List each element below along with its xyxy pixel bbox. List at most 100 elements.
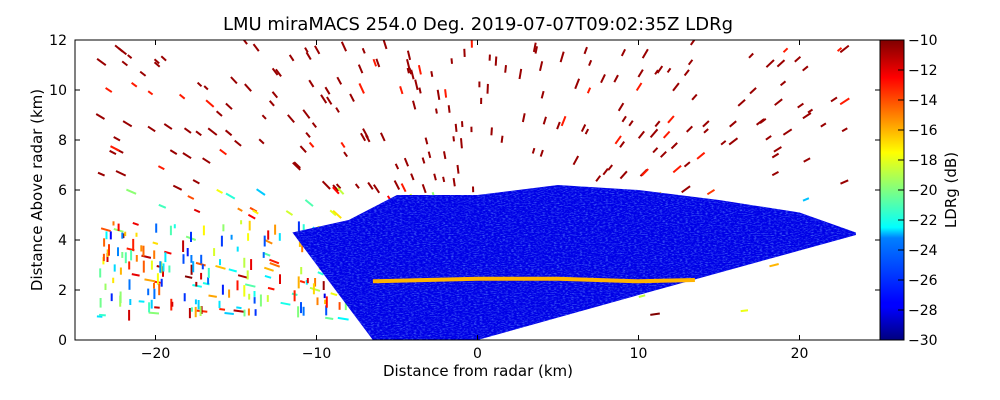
clutter-echo — [534, 46, 538, 54]
clutter-echo — [330, 292, 338, 297]
clutter-echo — [326, 96, 333, 105]
clutter-echo — [689, 40, 696, 46]
clutter-echo — [266, 295, 269, 302]
clutter-echo — [340, 141, 346, 149]
clutter-echo — [157, 165, 165, 171]
clutter-echo — [769, 263, 779, 268]
clutter-echo — [840, 179, 849, 185]
clutter-echo — [246, 270, 249, 280]
clutter-echo — [382, 40, 388, 50]
clutter-echo — [190, 264, 193, 275]
clutter-echo — [667, 115, 675, 124]
clutter-echo — [169, 149, 178, 155]
clutter-echo — [539, 149, 544, 157]
clutter-echo — [99, 298, 102, 308]
clutter-echo — [207, 127, 218, 136]
clutter-echo — [771, 152, 780, 159]
clutter-echo — [228, 289, 231, 298]
clutter-echo — [304, 199, 314, 207]
clutter-echo — [312, 283, 315, 295]
clutter-echo — [403, 157, 410, 167]
clutter-echo — [358, 82, 365, 94]
clutter-echo — [444, 89, 448, 98]
clutter-echo — [187, 195, 195, 200]
clutter-echo — [367, 181, 374, 190]
clutter-echo — [219, 148, 227, 156]
clutter-echo — [418, 87, 422, 94]
clutter-echo — [267, 230, 270, 240]
clutter-echo — [135, 232, 138, 237]
colorbar-label: LDRg (dB) — [942, 152, 960, 228]
clutter-echo — [106, 249, 109, 257]
clutter-echo — [153, 282, 155, 289]
clutter-echo — [173, 224, 176, 229]
clutter-echo — [121, 252, 124, 258]
clutter-echo — [293, 161, 301, 169]
clutter-echo — [357, 64, 364, 74]
clutter-echo — [759, 118, 767, 124]
clutter-echo — [490, 127, 493, 136]
clutter-echo — [314, 278, 317, 287]
clutter-echo — [275, 68, 282, 77]
clutter-echo — [702, 120, 710, 128]
clutter-echo — [559, 51, 565, 63]
clutter-echo — [728, 137, 739, 146]
clutter-echo — [435, 108, 438, 114]
clutter-echo — [414, 79, 419, 91]
clutter-echo — [500, 135, 504, 143]
clutter-echo — [335, 107, 340, 113]
clutter-echo — [654, 120, 661, 128]
y-tick-label: 4 — [58, 233, 67, 249]
clutter-echo — [305, 131, 311, 138]
clutter-echo — [162, 266, 164, 277]
clutter-echo — [159, 261, 162, 273]
clutter-echo — [129, 299, 132, 305]
clutter-echo — [253, 297, 256, 304]
clutter-echo — [332, 210, 342, 219]
clutter-echo — [148, 302, 151, 313]
clutter-echo — [124, 252, 127, 264]
clutter-echo — [447, 105, 451, 113]
clutter-echo — [262, 252, 265, 258]
clutter-echo — [776, 59, 786, 68]
clutter-echo — [126, 188, 137, 195]
clutter-echo — [219, 308, 226, 311]
clutter-echo — [100, 227, 111, 233]
clutter-echo — [706, 188, 716, 196]
clutter-echo — [518, 68, 523, 80]
clutter-echo — [765, 135, 772, 141]
clutter-echo — [228, 268, 237, 273]
clutter-echo — [542, 116, 547, 125]
clutter-echo — [300, 302, 302, 314]
clutter-echo — [114, 44, 124, 53]
clutter-echo — [132, 221, 139, 226]
clutter-echo — [150, 299, 153, 309]
clutter-echo — [349, 93, 355, 102]
clutter-echo — [297, 221, 300, 231]
clutter-echo — [324, 299, 327, 305]
clutter-echo — [325, 296, 328, 308]
clutter-echo — [360, 132, 367, 142]
clutter-echo — [293, 290, 296, 302]
x-axis: −20 −10 0 10 20 — [141, 40, 808, 362]
clutter-echo — [336, 187, 345, 195]
clutter-echo — [153, 250, 156, 259]
x-tick-label: 0 — [473, 346, 482, 362]
clutter-echo — [654, 69, 659, 75]
clutter-echo — [119, 291, 122, 304]
clutter-echo — [106, 253, 109, 262]
clutter-echo — [628, 120, 634, 127]
clutter-echo — [267, 286, 275, 291]
clutter-echo — [248, 220, 251, 231]
clutter-echo — [160, 278, 163, 287]
clutter-echo — [256, 188, 266, 196]
clutter-echo — [110, 293, 113, 302]
clutter-echo — [372, 184, 381, 194]
clutter-echo — [321, 180, 331, 190]
clutter-echo — [292, 161, 301, 171]
clutter-echo — [456, 164, 460, 174]
clutter-echo — [317, 271, 324, 276]
clutter-echo — [614, 135, 622, 145]
clutter-echo — [113, 264, 116, 272]
clutter-echo — [154, 306, 160, 309]
